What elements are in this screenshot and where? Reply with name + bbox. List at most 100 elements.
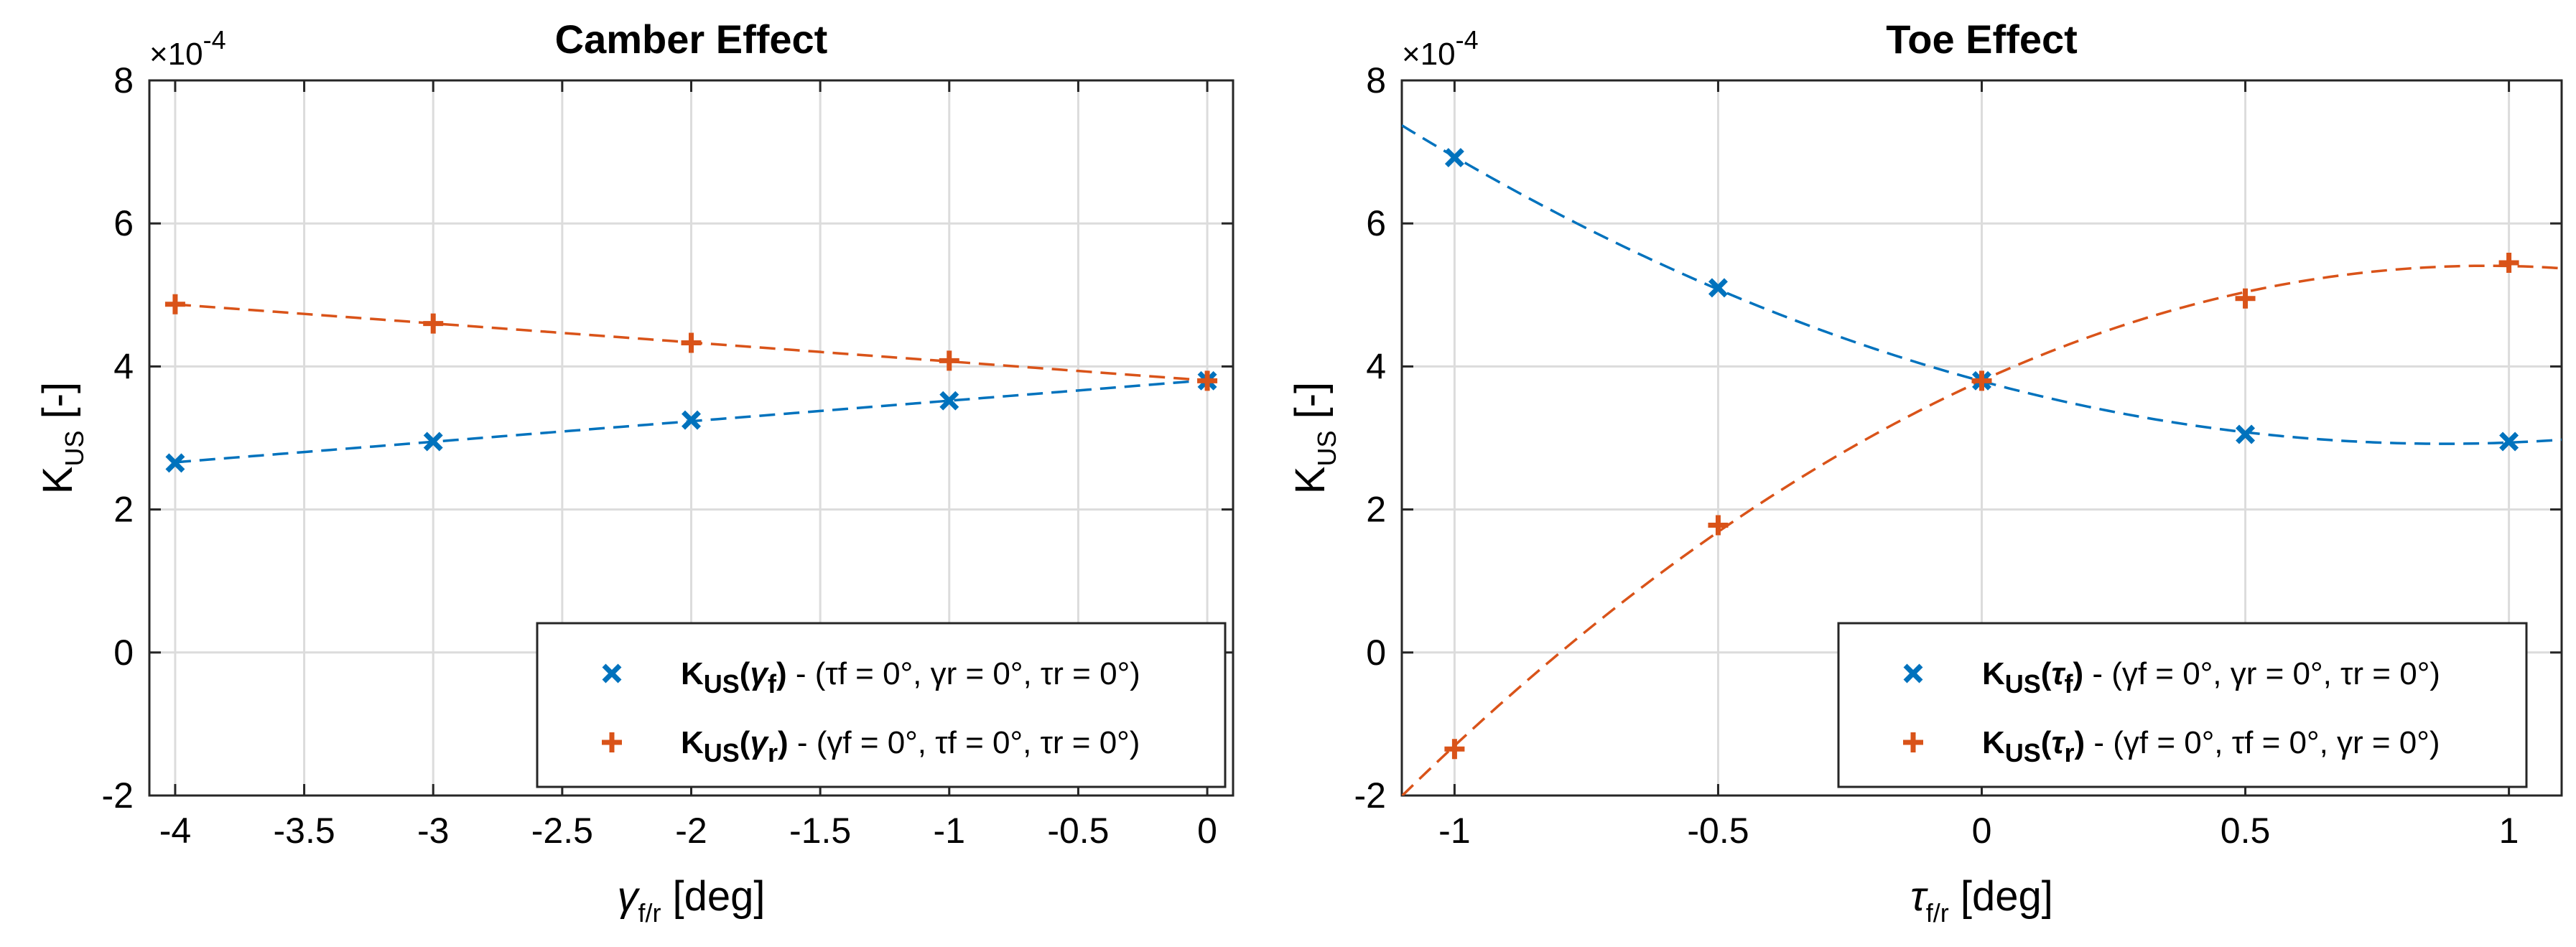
- legend-conditions: - (γf = 0°, τf = 0°, τr = 0°): [789, 725, 1140, 760]
- legend-close: ): [778, 725, 789, 760]
- legend-close: ): [2074, 725, 2085, 760]
- legend-close: ): [2073, 656, 2083, 691]
- x-tick-label: -3: [417, 811, 449, 851]
- legend: KUS(γf) - (τf = 0°, γr = 0°, τr = 0°)KUS…: [536, 622, 1227, 788]
- x-axis-label: γf/r [deg]: [617, 873, 765, 928]
- exponent-label: ×10-4: [149, 25, 226, 72]
- y-label-unit: [-]: [1287, 382, 1334, 431]
- legend-marker-1: [602, 732, 622, 752]
- x-tick-label: -0.5: [1047, 811, 1109, 851]
- y-label-subscript: US: [60, 430, 89, 466]
- exponent-label: ×10-4: [1402, 25, 1479, 72]
- data-point-series0: [682, 410, 701, 430]
- y-tick-label: 8: [1366, 60, 1386, 101]
- chart-title: Camber Effect: [555, 17, 828, 62]
- y-tick-label: 4: [1366, 346, 1386, 386]
- legend-var-sub: r: [768, 738, 778, 768]
- data-point-series0: [2499, 431, 2519, 452]
- x-tick-label: -0.5: [1687, 811, 1749, 851]
- x-label-unit: [deg]: [661, 873, 765, 920]
- legend-conditions: - (γf = 0°, γr = 0°, τr = 0°): [2083, 656, 2440, 691]
- y-tick-label: 0: [113, 633, 134, 673]
- x-label-unit: [deg]: [1949, 873, 2053, 920]
- legend-k-sub: US: [2005, 738, 2041, 768]
- y-label-unit: [-]: [34, 382, 81, 431]
- legend-k-sub: US: [704, 738, 740, 768]
- x-tick-label: -1: [934, 811, 965, 851]
- legend-marker-0: [1903, 663, 1923, 684]
- legend-marker-1: [1903, 732, 1923, 752]
- legend-k-sub: US: [704, 669, 740, 699]
- legend-var: τ: [2051, 725, 2065, 760]
- legend-conditions: - (τf = 0°, γr = 0°, τr = 0°): [787, 656, 1140, 691]
- legend-open: (: [2041, 656, 2052, 691]
- legend: KUS(τf) - (γf = 0°, γr = 0°, τr = 0°)KUS…: [1837, 622, 2528, 788]
- x-tick-label: -3.5: [273, 811, 335, 851]
- legend-open: (: [2041, 725, 2052, 760]
- exponent-power: -4: [1456, 25, 1479, 55]
- y-tick-label: 4: [113, 346, 134, 386]
- legend-open: (: [740, 656, 750, 691]
- x-tick-label: -1.5: [789, 811, 851, 851]
- legend-marker-0: [602, 663, 622, 684]
- data-point-series1: [939, 350, 959, 371]
- x-tick-label: -2: [675, 811, 707, 851]
- y-label-main: K: [1287, 466, 1334, 494]
- data-point-series0: [1708, 278, 1728, 298]
- x-label-subscript: f/r: [638, 898, 661, 928]
- data-point-series0: [165, 453, 185, 473]
- legend-k: K: [681, 725, 704, 760]
- x-tick-label: 0: [1197, 811, 1217, 851]
- legend-open: (: [740, 725, 750, 760]
- x-tick-label: 0: [1972, 811, 1992, 851]
- data-point-series0: [423, 431, 443, 452]
- x-tick-label: -2.5: [531, 811, 593, 851]
- x-tick-label: 0.5: [2221, 811, 2271, 851]
- exponent-base: ×10: [1402, 37, 1456, 72]
- y-label-main: K: [34, 466, 81, 494]
- legend-label-1: KUS(τr) - (γf = 0°, τf = 0°, γr = 0°): [1982, 725, 2440, 768]
- data-point-series1: [1971, 370, 1992, 391]
- legend-label-0: KUS(τf) - (γf = 0°, γr = 0°, τr = 0°): [1982, 656, 2440, 699]
- chart-title: Toe Effect: [1886, 17, 2078, 62]
- legend-var: γ: [750, 725, 769, 760]
- legend-var-sub: f: [2064, 669, 2073, 699]
- y-axis-label: KUS [-]: [1287, 382, 1342, 494]
- legend-box: [1837, 622, 2528, 788]
- x-tick-label: 1: [2499, 811, 2519, 851]
- data-point-series0: [939, 391, 959, 411]
- legend-k: K: [1982, 656, 2005, 691]
- legend-label-0: KUS(γf) - (τf = 0°, γr = 0°, τr = 0°): [681, 656, 1140, 699]
- y-tick-label: 2: [1366, 490, 1386, 530]
- data-point-series0: [2236, 424, 2256, 444]
- data-point-series1: [1708, 515, 1729, 536]
- legend-conditions: - (γf = 0°, τf = 0°, γr = 0°): [2085, 725, 2440, 760]
- legend-var: τ: [2051, 656, 2065, 691]
- x-tick-label: -1: [1438, 811, 1470, 851]
- legend-label-1: KUS(γr) - (γf = 0°, τf = 0°, τr = 0°): [681, 725, 1140, 768]
- x-tick-label: -4: [159, 811, 191, 851]
- x-label-symbol: γ: [617, 873, 640, 920]
- data-point-series1: [2235, 288, 2256, 309]
- x-axis-label: τf/r [deg]: [1910, 873, 2053, 928]
- y-tick-label: -2: [1354, 775, 1386, 816]
- legend-box: [536, 622, 1227, 788]
- exponent-base: ×10: [149, 37, 203, 72]
- legend-var: γ: [750, 656, 769, 691]
- data-point-series1: [423, 313, 444, 334]
- y-label-subscript: US: [1312, 430, 1342, 466]
- x-label-symbol: τ: [1910, 873, 1928, 920]
- data-point-series1: [164, 294, 185, 314]
- y-tick-label: 2: [113, 490, 134, 530]
- legend-var-sub: f: [768, 669, 777, 699]
- y-tick-label: -2: [102, 775, 134, 816]
- y-tick-label: 0: [1366, 633, 1386, 673]
- legend-k-sub: US: [2005, 669, 2041, 699]
- data-point-series1: [1197, 370, 1218, 391]
- exponent-power: -4: [203, 25, 226, 55]
- y-axis-label: KUS [-]: [34, 382, 89, 494]
- x-label-subscript: f/r: [1926, 898, 1949, 928]
